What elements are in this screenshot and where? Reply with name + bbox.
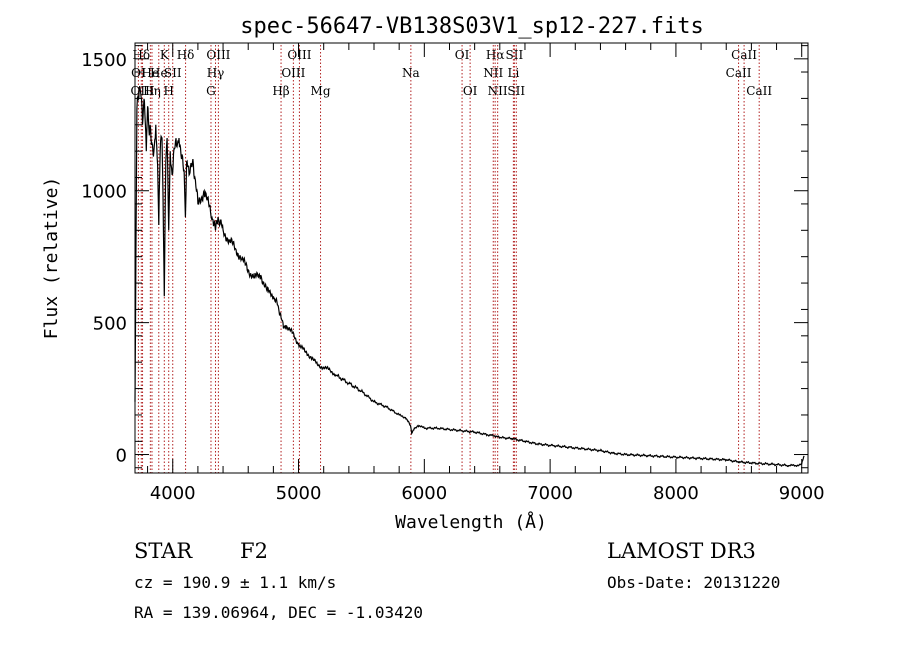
- y-tick-label: 1500: [81, 50, 127, 71]
- spectral-line-label: NII: [488, 84, 508, 98]
- redshift-value: cz = 190.9 ± 1.1 km/s: [134, 573, 337, 592]
- spectral-line-label: OI: [455, 48, 470, 62]
- spectral-line-label: H: [163, 84, 173, 98]
- obs-date: Obs-Date: 20131220: [607, 573, 781, 592]
- axis-ticks: 4000 5000 6000 7000 8000 9000 0 500 1000 1500: [81, 43, 825, 504]
- spectral-line-label: OIII: [131, 84, 155, 98]
- spectral-line-label: Hδ: [177, 48, 195, 62]
- spectrum-line: [134, 86, 805, 468]
- spectral-line-label: CaII: [726, 66, 752, 80]
- chart-title: spec-56647-VB138S03V1_sp12-227.fits: [240, 14, 704, 39]
- object-class: STAR: [134, 539, 193, 563]
- spectral-line-label: Hγ: [207, 66, 225, 80]
- spectral-line-label: Hη: [143, 84, 161, 98]
- spectral-line-label: He: [150, 66, 168, 80]
- x-tick-label: 8000: [653, 483, 699, 504]
- spectral-line-label: NII: [483, 66, 503, 80]
- spectral-line-label: G: [206, 84, 216, 98]
- plot-frame: [134, 42, 809, 474]
- spectral-line-label: He: [142, 66, 160, 80]
- x-tick-label: 9000: [779, 483, 825, 504]
- spectral-line-label: Na: [402, 66, 420, 80]
- spectral-line-label: SII: [164, 66, 182, 80]
- spectral-line-label: OI: [463, 84, 478, 98]
- x-tick-label: 7000: [527, 483, 573, 504]
- x-tick-label: 5000: [276, 483, 322, 504]
- y-tick-label: 500: [93, 314, 127, 335]
- y-tick-label: 1000: [81, 182, 127, 203]
- spectral-line-label: SII: [507, 84, 525, 98]
- spectral-subclass: F2: [240, 539, 268, 563]
- spectral-line-label: OIII: [206, 48, 230, 62]
- spectral-line-label: CaII: [731, 48, 757, 62]
- x-axis-label: Wavelength (Å): [395, 511, 547, 533]
- spectral-line-label: CaII: [746, 84, 772, 98]
- y-tick-label: 0: [116, 446, 127, 467]
- survey-name: LAMOST DR3: [607, 539, 756, 563]
- y-axis-label: Flux (relative): [41, 177, 62, 340]
- spectral-line-label: SII: [506, 48, 524, 62]
- spectral-line-label: OIII: [287, 48, 311, 62]
- spectral-line-label: Hβ: [272, 84, 289, 98]
- spectral-line-markers: OIHδOIIIHeHηKHeHSIIHδGOIIIHγHβOIIIOIIIMg…: [131, 45, 772, 473]
- coordinates: RA = 139.06964, DEC = -1.03420: [134, 603, 423, 622]
- spectral-line-label: Hα: [486, 48, 505, 62]
- x-tick-label: 4000: [150, 483, 196, 504]
- spectral-line-label: Li: [507, 66, 519, 80]
- spectral-line-label: K: [160, 48, 170, 62]
- x-tick-label: 6000: [401, 483, 447, 504]
- spectral-line-label: Mg: [311, 84, 331, 98]
- spectral-line-label: OIII: [281, 66, 305, 80]
